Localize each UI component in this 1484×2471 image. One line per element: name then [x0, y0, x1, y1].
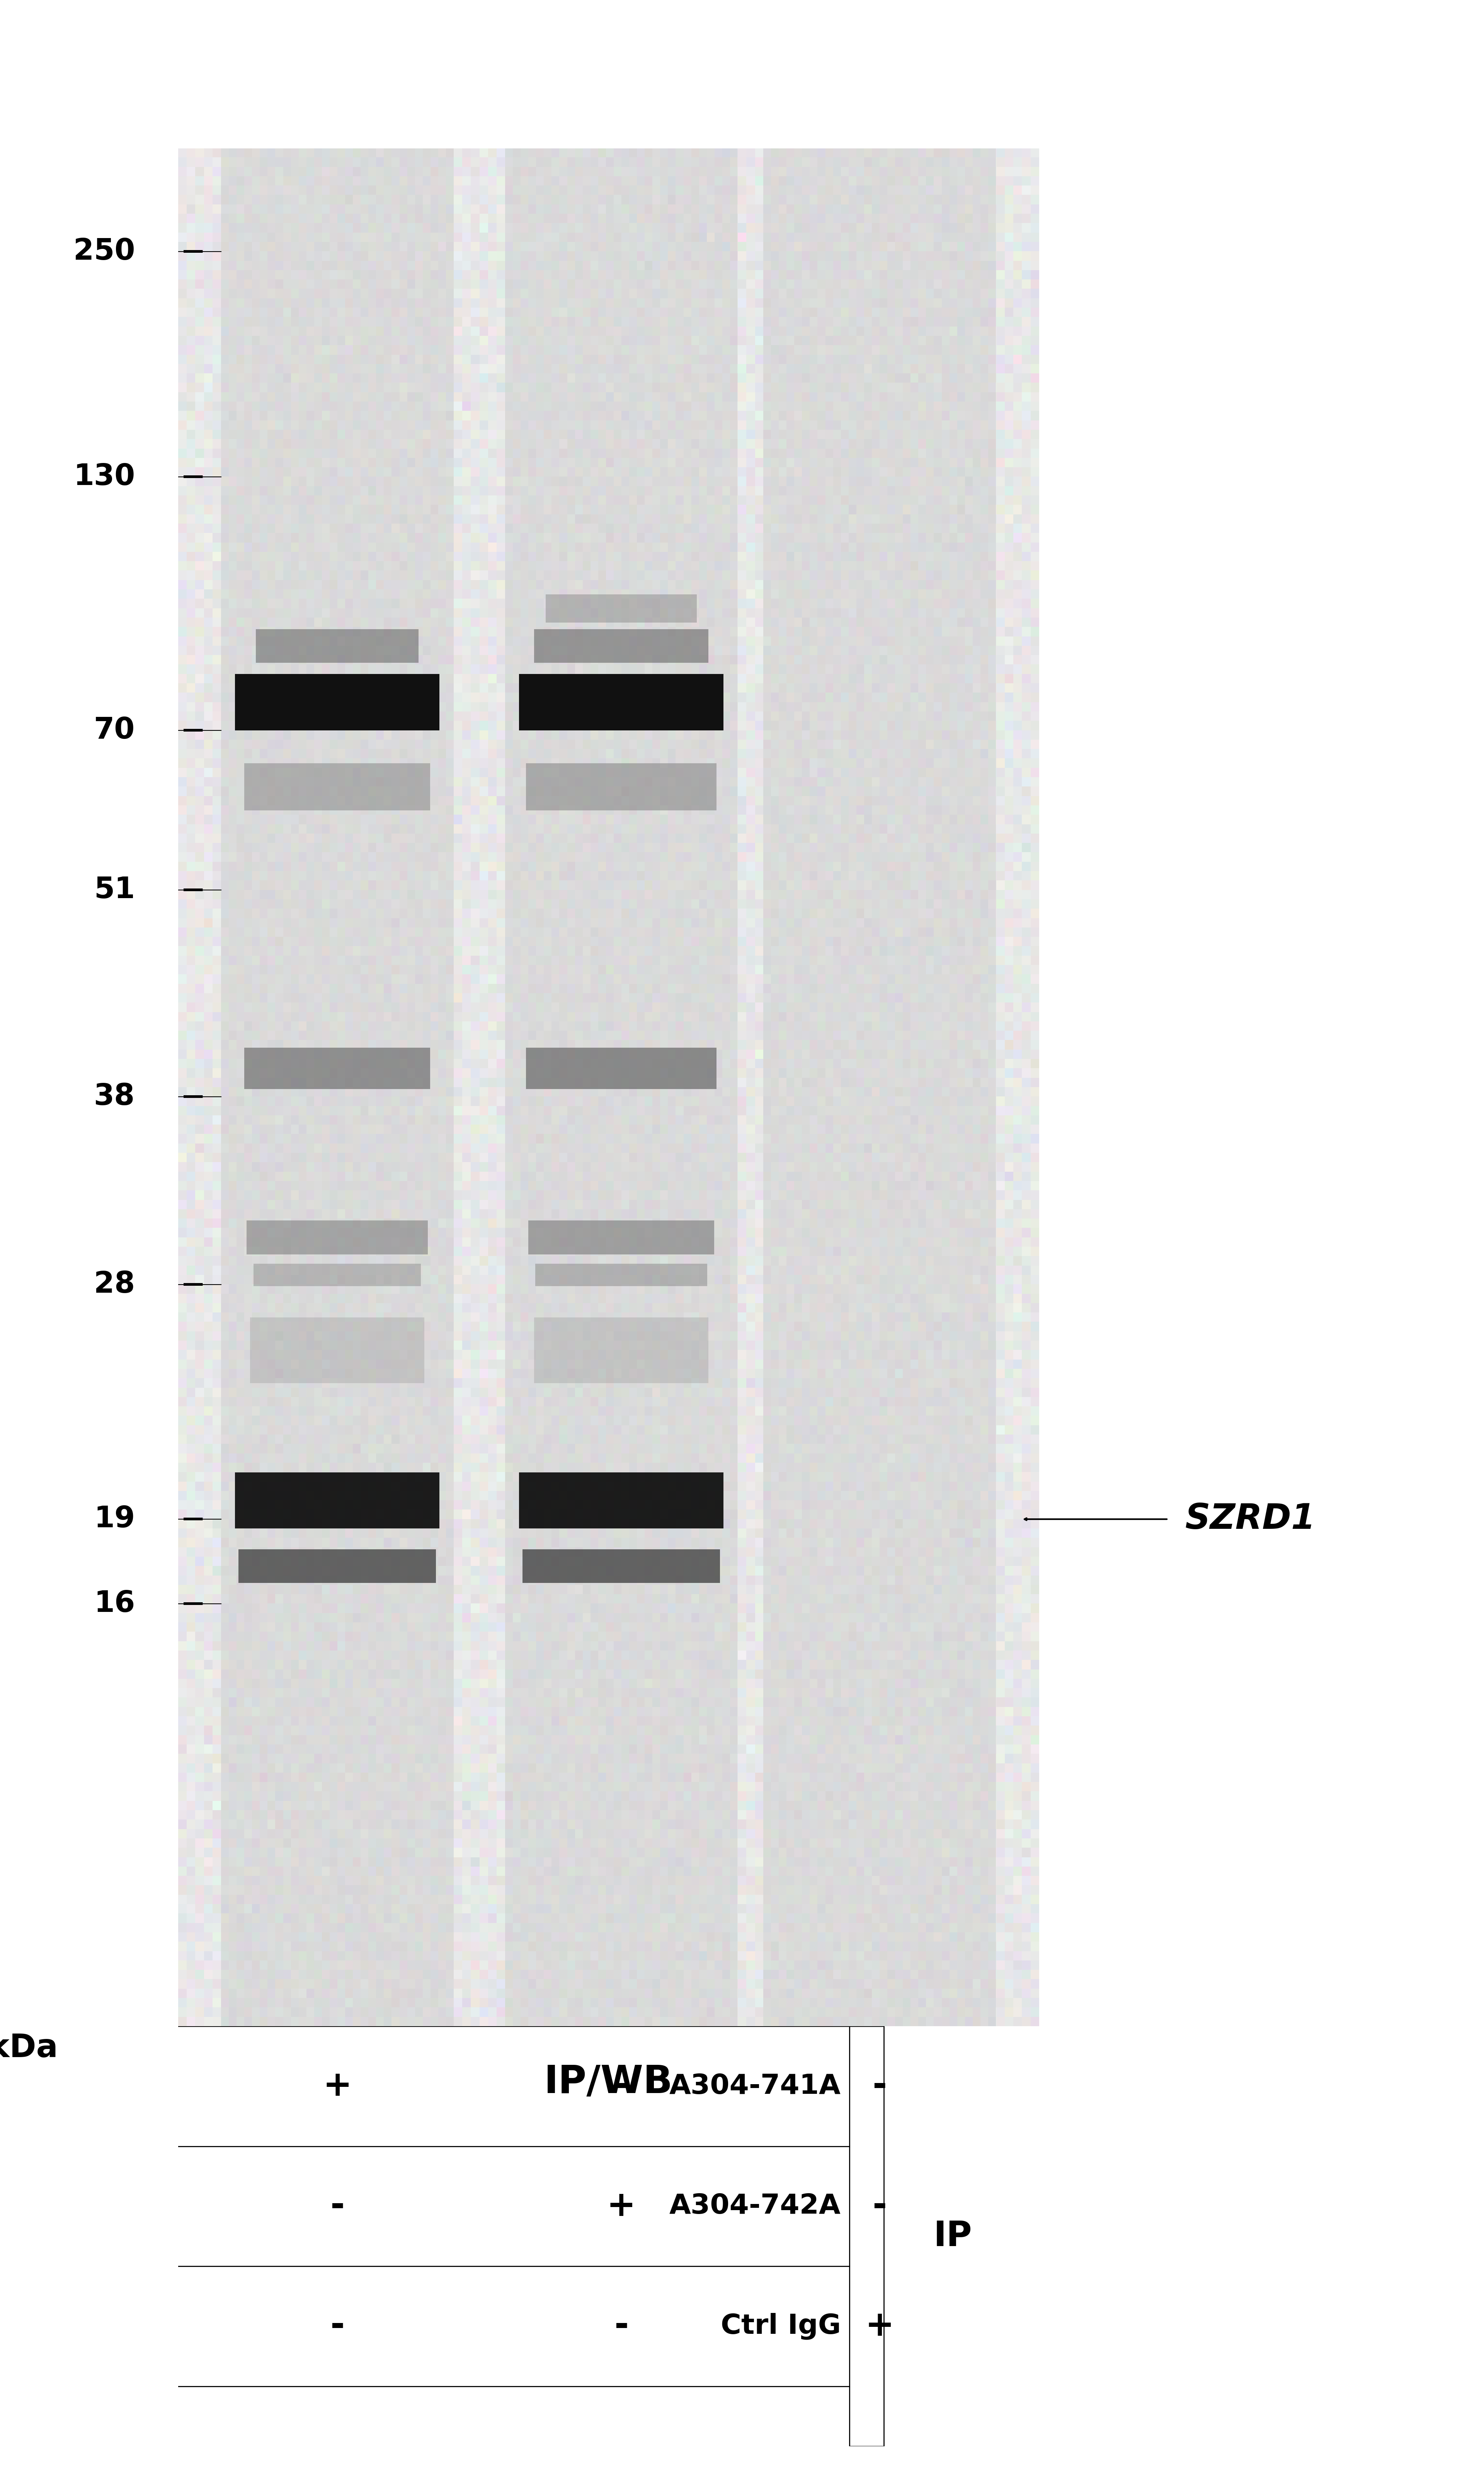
Text: —: — [183, 880, 203, 899]
Text: —: — [183, 1594, 203, 1614]
Text: 38: 38 [93, 1082, 135, 1112]
Bar [546, 596, 697, 623]
Bar [763, 148, 996, 2026]
Text: 28: 28 [93, 1270, 135, 1300]
Bar [255, 630, 418, 662]
Text: Ctrl IgG: Ctrl IgG [721, 2313, 841, 2340]
Bar [234, 1473, 439, 1530]
Text: —: — [183, 242, 203, 262]
Text: IP/WB: IP/WB [545, 2063, 672, 2100]
Text: +: + [607, 2189, 637, 2224]
Text: A304-742A: A304-742A [669, 2192, 841, 2219]
Bar [239, 1549, 436, 1584]
Bar [536, 1263, 708, 1287]
Text: —: — [183, 1275, 203, 1295]
Text: -: - [329, 2310, 344, 2343]
Text: -: - [614, 2310, 629, 2343]
Bar [525, 764, 717, 810]
Bar [534, 630, 708, 662]
Bar [528, 1221, 714, 1255]
Bar [245, 764, 430, 810]
Bar [505, 148, 738, 2026]
Text: +: + [865, 2310, 895, 2343]
Text: 250: 250 [73, 237, 135, 267]
Bar [519, 675, 724, 731]
Text: —: — [183, 1510, 203, 1530]
Text: kDa: kDa [0, 2034, 58, 2063]
Bar [522, 1549, 720, 1584]
Text: +: + [322, 2068, 352, 2103]
Text: SZRD1: SZRD1 [1186, 1502, 1316, 1537]
Text: 16: 16 [93, 1589, 135, 1619]
Bar [254, 1263, 421, 1287]
Bar [525, 1048, 717, 1090]
Text: -: - [873, 2189, 887, 2224]
Bar [251, 1317, 424, 1384]
Text: 70: 70 [93, 717, 135, 744]
Bar [534, 1317, 708, 1384]
Text: -: - [329, 2189, 344, 2224]
Bar [246, 1221, 427, 1255]
Bar [245, 1048, 430, 1090]
Text: -: - [614, 2068, 629, 2103]
Text: 51: 51 [93, 875, 135, 904]
Text: IP: IP [933, 2219, 972, 2254]
Text: —: — [183, 1087, 203, 1107]
Text: —: — [183, 719, 203, 741]
Bar [519, 1473, 724, 1530]
Text: 130: 130 [74, 462, 135, 492]
Text: -: - [873, 2068, 887, 2103]
Text: 19: 19 [93, 1505, 135, 1534]
Text: A304-741A: A304-741A [669, 2073, 841, 2100]
Text: —: — [183, 467, 203, 487]
Bar [234, 675, 439, 731]
Bar [221, 148, 454, 2026]
